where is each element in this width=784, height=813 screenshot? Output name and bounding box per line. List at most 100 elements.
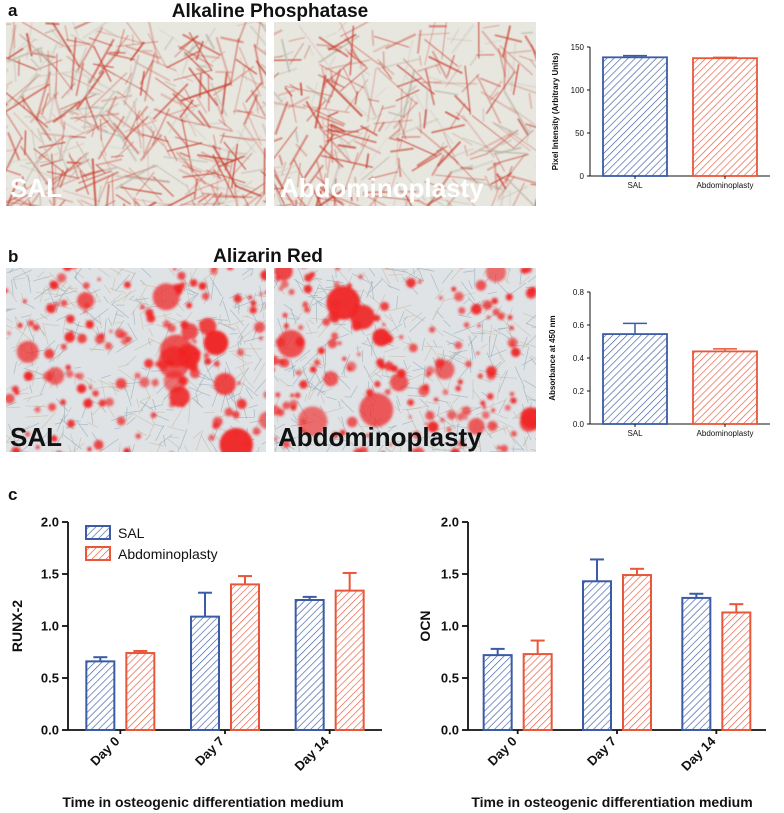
cell-fiber — [432, 299, 445, 321]
stain-fiber — [163, 36, 174, 51]
mineral-nodule — [17, 323, 23, 328]
mineral-nodule — [461, 406, 472, 416]
mineral-nodule — [434, 358, 445, 368]
stain-fiber — [172, 88, 197, 137]
stain-fiber — [179, 195, 204, 206]
stain-fiber — [70, 37, 77, 89]
x-tick-label: SAL — [627, 181, 643, 190]
cell-fiber — [109, 293, 122, 304]
stain-fiber — [446, 54, 455, 77]
mineral-nodule — [168, 357, 173, 363]
cell-fiber — [239, 450, 241, 452]
stain-fiber — [152, 83, 189, 121]
stain-fiber — [423, 109, 428, 129]
stain-fiber — [289, 83, 300, 91]
cell-fiber — [56, 414, 65, 432]
stain-fiber — [449, 164, 474, 174]
stain-fiber — [103, 28, 119, 38]
stain-fiber — [213, 134, 217, 149]
stain-fiber — [398, 119, 407, 140]
cell-fiber — [402, 268, 419, 281]
stain-fiber — [480, 77, 502, 88]
stain-fiber — [115, 194, 131, 205]
alizarin-micrograph-sal — [0, 268, 266, 469]
stain-fiber — [274, 59, 302, 62]
mineral-nodule — [77, 292, 95, 310]
cell-fiber — [130, 272, 136, 282]
bar-day-7-abdominoplasty — [230, 583, 260, 732]
bar-day-14-abdominoplasty — [334, 589, 365, 732]
mineral-nodule — [486, 315, 491, 320]
cell-fiber — [311, 378, 324, 392]
alizarin-micrograph-sal-label: SAL — [10, 422, 62, 452]
stain-fiber — [466, 208, 497, 223]
cell-fiber — [526, 395, 536, 403]
mineral-nodule — [510, 392, 514, 396]
mineral-nodule — [482, 405, 487, 410]
cell-fiber — [425, 268, 436, 273]
stain-fiber — [434, 90, 459, 96]
cell-fiber — [511, 456, 526, 458]
stain-fiber — [195, 95, 207, 114]
stain-fiber — [274, 101, 307, 110]
mineral-nodule — [492, 308, 500, 316]
stain-fiber — [375, 87, 388, 98]
mineral-nodule — [294, 392, 301, 399]
stain-fiber — [211, 186, 226, 190]
stain-fiber — [338, 22, 347, 32]
cell-fiber — [357, 451, 359, 452]
cell-fiber — [86, 311, 102, 325]
cell-fiber — [237, 302, 240, 314]
cell-fiber — [399, 454, 414, 460]
cell-fiber — [265, 344, 266, 347]
mineral-nodule — [203, 330, 229, 356]
cell-fiber — [6, 434, 21, 449]
cell-fiber — [138, 285, 148, 300]
stain-fiber — [129, 41, 145, 62]
bar-day-0-sal — [482, 654, 513, 731]
cell-fiber — [308, 319, 315, 325]
stain-fiber — [299, 192, 305, 206]
cell-fiber — [188, 386, 211, 397]
cell-fiber — [14, 315, 21, 325]
legend-label-abdominoplasty: Abdominoplasty — [118, 546, 218, 562]
cell-fiber — [242, 382, 259, 397]
mineral-nodule — [306, 278, 310, 282]
cell-fiber — [140, 268, 152, 278]
cell-fiber — [384, 268, 408, 270]
cell-fiber — [78, 437, 82, 447]
stain-fiber — [534, 198, 536, 206]
stain-fiber — [298, 25, 329, 66]
alizarin-micrograph-abdominoplasty — [274, 268, 539, 461]
cell-fiber — [111, 277, 116, 291]
stain-fiber — [182, 164, 202, 174]
stain-fiber — [141, 113, 145, 159]
cell-fiber — [126, 355, 137, 366]
cell-fiber — [0, 453, 7, 469]
mineral-nodule — [123, 447, 131, 452]
cell-fiber — [111, 304, 129, 319]
stain-fiber — [327, 111, 339, 118]
stain-fiber — [321, 66, 327, 89]
mineral-nodule — [116, 416, 126, 426]
stain-fiber — [158, 28, 179, 42]
cell-fiber — [247, 305, 249, 313]
cell-fiber — [312, 294, 330, 306]
stain-fiber — [6, 56, 37, 71]
mineral-nodule — [65, 370, 74, 378]
cell-fiber — [326, 279, 344, 283]
mineral-nodule — [470, 303, 482, 315]
cell-fiber — [444, 448, 446, 452]
cell-fiber — [179, 452, 182, 458]
mineral-nodule — [297, 406, 328, 437]
mineral-nodule — [104, 342, 113, 350]
mineral-nodule — [425, 410, 435, 421]
mineral-nodule — [66, 314, 75, 324]
stain-fiber — [305, 100, 323, 129]
stain-fiber — [295, 194, 307, 206]
cell-fiber — [368, 268, 376, 277]
stain-fiber — [196, 64, 212, 69]
stain-fiber — [452, 178, 476, 206]
cell-fiber — [529, 456, 539, 461]
stain-fiber — [18, 58, 20, 76]
